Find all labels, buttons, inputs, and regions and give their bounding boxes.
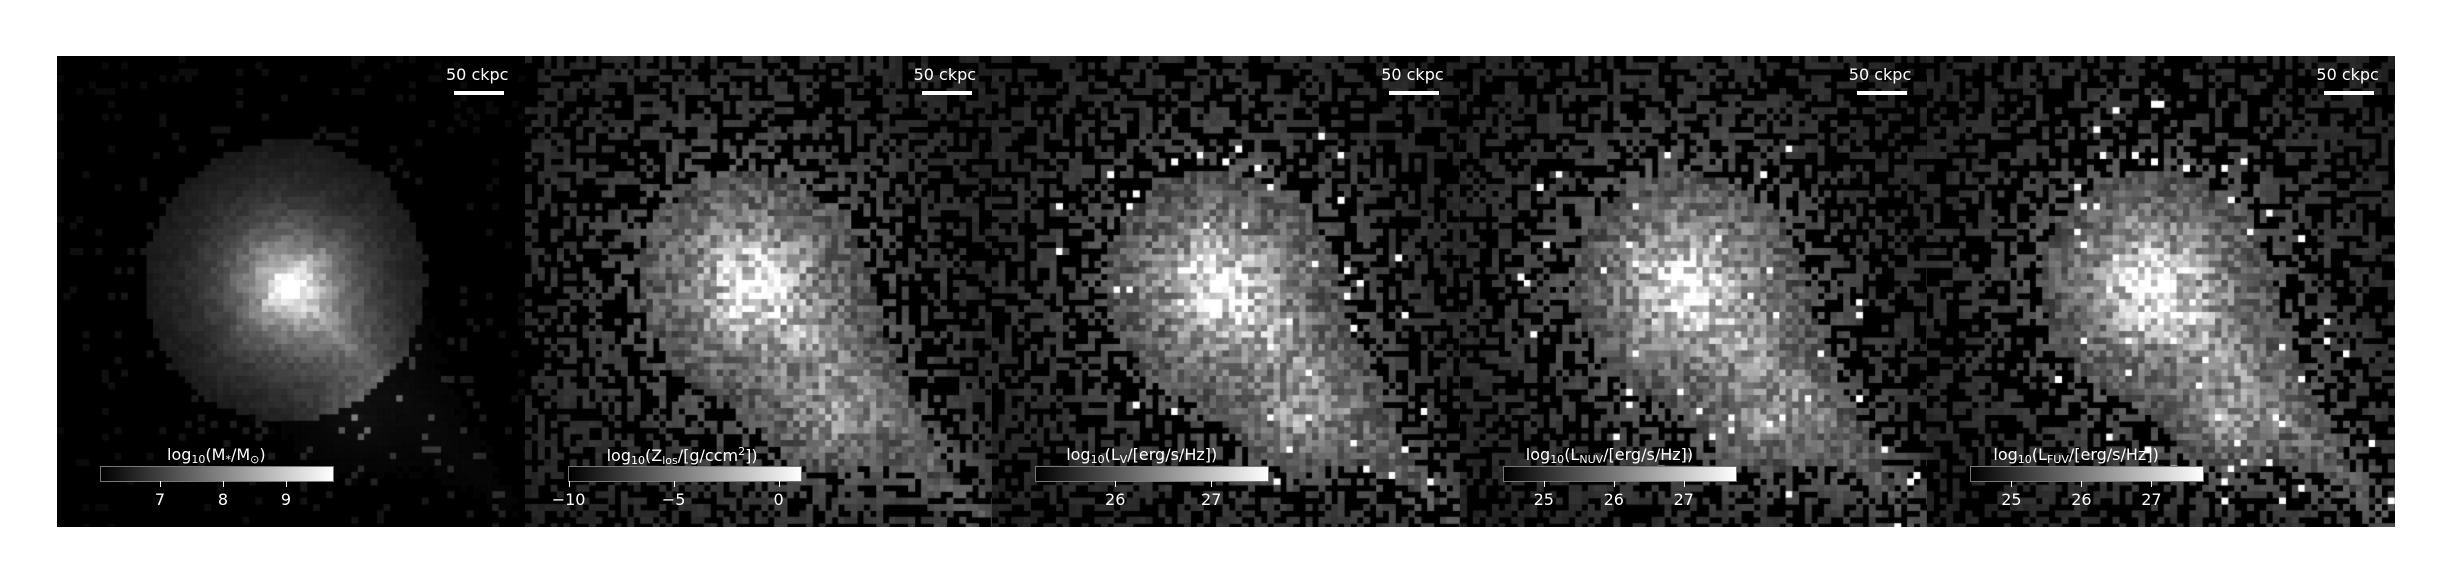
colorbar-tick [2011, 481, 2013, 487]
colorbar-tick-label: 26 [2071, 490, 2092, 509]
colorbar-tick [1543, 481, 1545, 487]
stellar-mass-panel: 50 ckpc log10(M*/M⊙) 7 8 9 [57, 56, 525, 527]
colorbar-tick [673, 481, 675, 487]
colorbar [1970, 466, 2205, 482]
colorbar [567, 466, 802, 482]
colorbar-tick [568, 481, 570, 487]
colorbar-tick-label: 25 [2001, 490, 2022, 509]
metallicity-panel: 50 ckpc log10(Zlos/[g/ccm2]) −10 −5 0 [524, 56, 993, 527]
colorbar-tick-label: 26 [1603, 490, 1624, 509]
colorbar-tick [223, 481, 224, 487]
colorbar-label: log10(LV/[erg/s/Hz]) [1066, 445, 1218, 466]
colorbar-label: log10(LNUV/[erg/s/Hz]) [1525, 445, 1694, 466]
colorbar [1035, 466, 1270, 482]
colorbar-tick [160, 481, 161, 487]
scalebar-line [1389, 91, 1440, 95]
colorbar-tick-label: 27 [1201, 490, 1222, 509]
image-strip: 50 ckpc log10(M*/M⊙) 7 8 9 50 ckpc log10… [57, 56, 2395, 527]
colorbar-tick-label: 27 [1673, 490, 1694, 509]
colorbar-label: log10(M*/M⊙) [167, 445, 266, 466]
colorbar-tick [2151, 481, 2153, 487]
nuv-luminosity-map [1459, 56, 1928, 527]
scalebar-label: 50 ckpc [446, 65, 509, 84]
colorbar-tick-label: 27 [2141, 490, 2162, 509]
v-band-luminosity-map [992, 56, 1460, 527]
colorbar-tick [1683, 481, 1685, 487]
colorbar-tick-label: 26 [1105, 490, 1126, 509]
colorbar-tick [1211, 481, 1213, 487]
scalebar-label: 50 ckpc [1381, 65, 1444, 84]
colorbar-tick [286, 481, 287, 487]
colorbar-tick-label: 0 [773, 490, 784, 509]
colorbar-tick-label: 8 [217, 490, 229, 509]
stellar-mass-map [57, 56, 525, 527]
colorbar [100, 466, 334, 482]
scalebar-label: 50 ckpc [2316, 65, 2379, 84]
scalebar-line [2324, 91, 2375, 95]
scalebar-label: 50 ckpc [913, 65, 977, 84]
colorbar-tick-label: −5 [661, 490, 686, 509]
metallicity-map [524, 56, 993, 527]
scalebar-line [921, 91, 972, 95]
colorbar-tick [1115, 481, 1117, 487]
scalebar-label: 50 ckpc [1848, 65, 1912, 84]
colorbar-tick [2081, 481, 2083, 487]
scalebar-line [1856, 91, 1907, 95]
colorbar-tick [1613, 481, 1615, 487]
colorbar-tick [778, 481, 780, 487]
colorbar-tick-label: 7 [154, 490, 166, 509]
fuv-panel: 50 ckpc log10(LFUV/[erg/s/Hz]) 25 26 27 [1927, 56, 2395, 527]
fuv-luminosity-map [1927, 56, 2395, 527]
colorbar-label: log10(Zlos/[g/ccm2]) [606, 445, 758, 467]
colorbar-tick-label: −10 [551, 490, 586, 509]
colorbar-tick-label: 9 [280, 490, 292, 509]
nuv-panel: 50 ckpc log10(LNUV/[erg/s/Hz]) 25 26 27 [1459, 56, 1928, 527]
colorbar [1502, 466, 1737, 482]
colorbar-tick-label: 25 [1533, 490, 1554, 509]
colorbar-label: log10(LFUV/[erg/s/Hz]) [1993, 445, 2159, 466]
scalebar-line [454, 91, 504, 95]
v-band-panel: 50 ckpc log10(LV/[erg/s/Hz]) 26 27 [992, 56, 1460, 527]
